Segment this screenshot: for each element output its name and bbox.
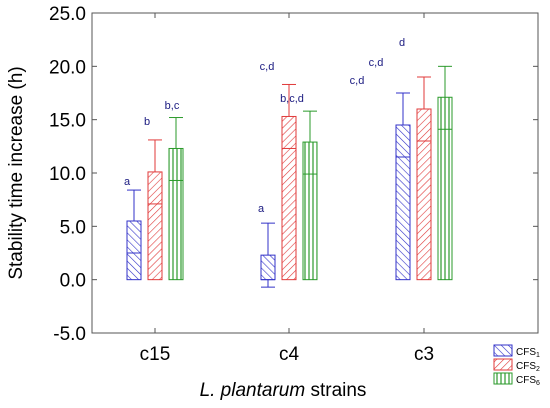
x-axis-ticks: c15 c4 c3 — [140, 13, 434, 365]
bar — [395, 124, 411, 281]
bars — [126, 96, 453, 281]
legend-label: CFS6 — [516, 375, 540, 387]
x-axis-title-rest: strains — [305, 380, 366, 401]
y-tick-label: 20.0 — [49, 57, 86, 78]
y-tick-label: 0.0 — [60, 271, 86, 292]
bar — [416, 108, 432, 281]
legend-label: CFS2 — [516, 361, 540, 373]
y-tick-label: 5.0 — [60, 217, 86, 238]
significance-label: d — [399, 37, 405, 49]
significance-label: c,d — [350, 75, 365, 87]
x-axis-title: L. plantarum strains — [200, 380, 367, 401]
significance-label: b,c — [165, 100, 180, 112]
bar — [168, 147, 184, 281]
legend-label-name: CFS — [516, 361, 536, 372]
y-tick-label: 25.0 — [49, 4, 86, 25]
bar — [260, 254, 276, 281]
significance-label: c,d — [369, 57, 384, 69]
significance-label: b,c,d — [280, 93, 304, 105]
significance-labels: a a c,d b c,d c,d b,c b,c,d d — [124, 37, 405, 215]
legend-swatch — [493, 372, 513, 385]
legend-label: CFS1 — [516, 347, 540, 359]
bar — [437, 96, 453, 281]
bar — [126, 220, 142, 281]
x-tick-label: c3 — [414, 344, 434, 365]
bar — [302, 141, 318, 281]
legend-swatch — [493, 358, 513, 371]
significance-label: a — [124, 176, 131, 188]
significance-label: b — [144, 116, 150, 128]
x-tick-label: c4 — [279, 344, 300, 365]
y-axis-ticks: -5.0 0.0 5.0 10.0 15.0 20.0 25.0 — [49, 4, 538, 345]
significance-label: a — [258, 203, 265, 215]
legend-label-name: CFS — [516, 347, 536, 358]
x-axis-title-italic: L. plantarum — [200, 380, 306, 401]
error-bars — [127, 65, 452, 288]
y-axis-title: Stability time increase (h) — [6, 66, 27, 279]
legend-label-name: CFS — [516, 375, 536, 386]
y-tick-label: 10.0 — [49, 164, 86, 185]
legend-label-subscript: 2 — [536, 366, 540, 373]
y-tick-label: -5.0 — [53, 324, 86, 345]
bar — [147, 171, 163, 281]
legend-label-subscript: 1 — [536, 352, 540, 359]
legend-label-subscript: 6 — [536, 380, 540, 387]
significance-label: c,d — [260, 61, 275, 73]
y-tick-label: 15.0 — [49, 111, 86, 132]
bar — [281, 115, 297, 281]
x-tick-label: c15 — [140, 344, 171, 365]
legend-swatch — [493, 344, 513, 357]
